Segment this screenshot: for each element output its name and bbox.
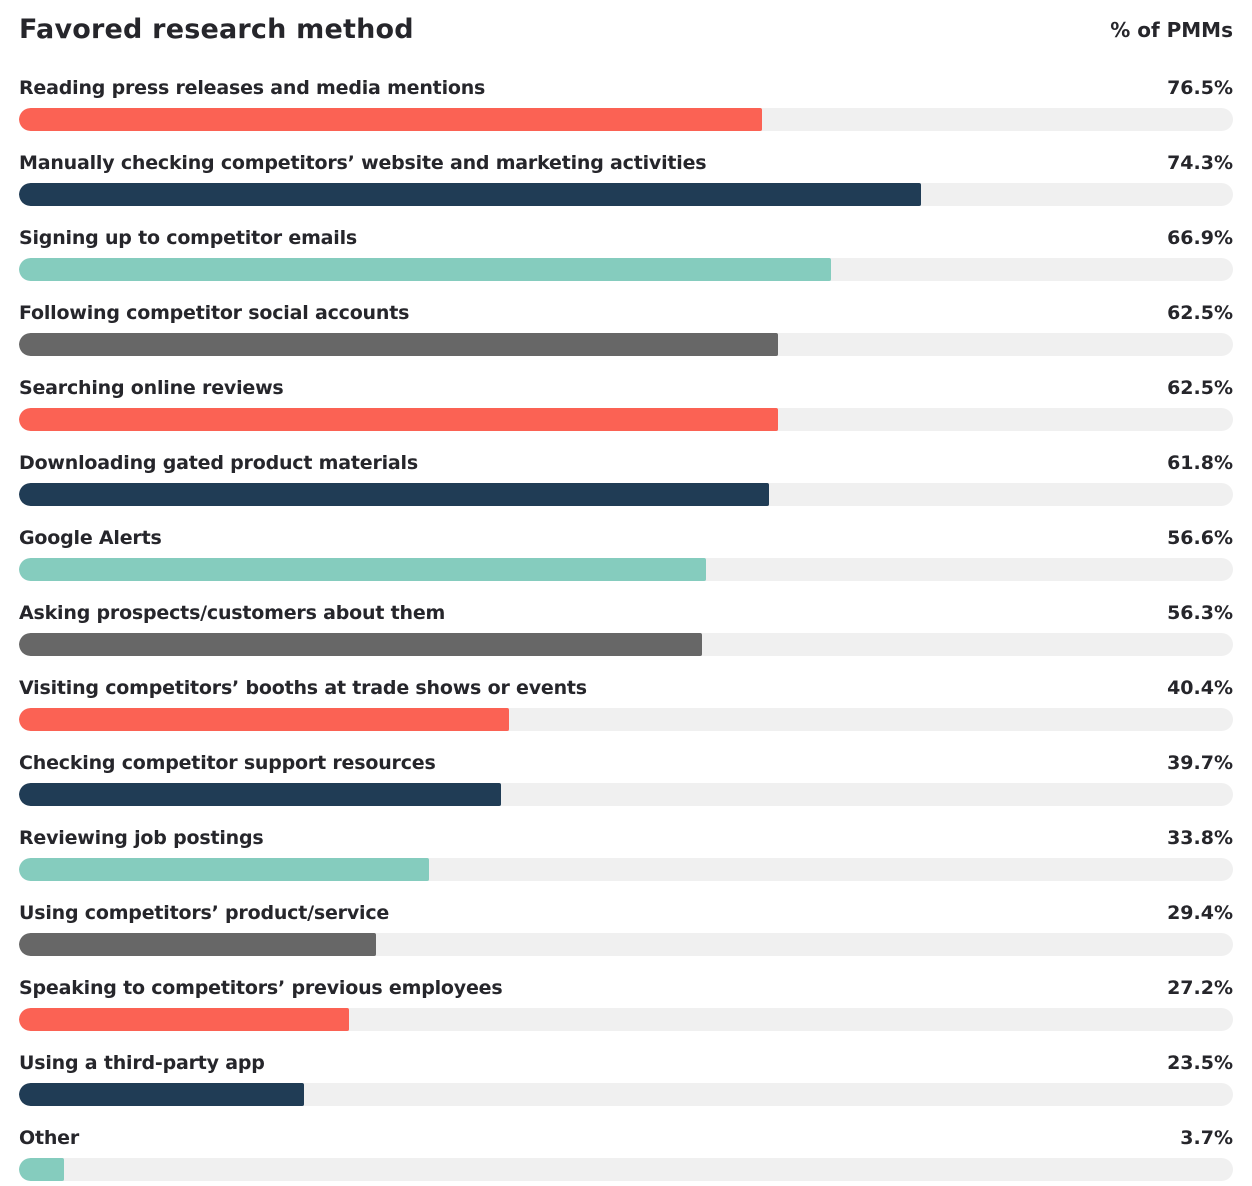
bar-track — [19, 783, 1233, 807]
bar-category-label: Searching online reviews — [19, 377, 284, 400]
bar-fill — [19, 1008, 350, 1032]
bar-value-label: 39.7% — [1167, 752, 1233, 775]
bar-fill — [19, 783, 501, 807]
bar-label-line: Google Alerts 56.6% — [19, 526, 1233, 550]
bar-category-label: Google Alerts — [19, 527, 162, 550]
bar-value-label: 3.7% — [1180, 1127, 1233, 1150]
bar-row: Using a third-party app 23.5% — [19, 1051, 1233, 1107]
bar-value-label: 33.8% — [1167, 827, 1233, 850]
bar-row: Searching online reviews 62.5% — [19, 376, 1233, 432]
unit-label: % of PMMs — [1110, 18, 1233, 42]
bar-value-label: 62.5% — [1167, 302, 1233, 325]
bar-value-label: 66.9% — [1167, 227, 1233, 250]
bar-track — [19, 1083, 1233, 1107]
bar-value-label: 40.4% — [1167, 677, 1233, 700]
bar-value-label: 27.2% — [1167, 977, 1233, 1000]
bar-row: Downloading gated product materials 61.8… — [19, 451, 1233, 507]
bar-row: Other 3.7% — [19, 1126, 1233, 1182]
bar-track — [19, 1008, 1233, 1032]
bar-track — [19, 933, 1233, 957]
bar-fill — [19, 108, 762, 132]
bar-value-label: 29.4% — [1167, 902, 1233, 925]
bar-label-line: Signing up to competitor emails 66.9% — [19, 226, 1233, 250]
bar-fill — [19, 933, 376, 957]
bar-track — [19, 633, 1233, 657]
bar-rows: Reading press releases and media mention… — [19, 76, 1233, 1182]
bar-category-label: Downloading gated product materials — [19, 452, 418, 475]
bar-fill — [19, 483, 770, 507]
bar-category-label: Following competitor social accounts — [19, 302, 410, 325]
bar-category-label: Speaking to competitors’ previous employ… — [19, 977, 503, 1000]
bar-row: Asking prospects/customers about them 56… — [19, 601, 1233, 657]
bar-row: Signing up to competitor emails 66.9% — [19, 226, 1233, 282]
bar-track — [19, 333, 1233, 357]
bar-label-line: Asking prospects/customers about them 56… — [19, 601, 1233, 625]
bar-value-label: 61.8% — [1167, 452, 1233, 475]
bar-track — [19, 858, 1233, 882]
bar-category-label: Reading press releases and media mention… — [19, 77, 486, 100]
bar-value-label: 23.5% — [1167, 1052, 1233, 1075]
bar-fill — [19, 408, 778, 432]
bar-category-label: Visiting competitors’ booths at trade sh… — [19, 677, 587, 700]
bar-label-line: Downloading gated product materials 61.8… — [19, 451, 1233, 475]
bar-category-label: Manually checking competitors’ website a… — [19, 152, 707, 175]
bar-category-label: Other — [19, 1127, 80, 1150]
bar-value-label: 56.3% — [1167, 602, 1233, 625]
bar-category-label: Using competitors’ product/service — [19, 902, 390, 925]
bar-track — [19, 558, 1233, 582]
bar-value-label: 74.3% — [1167, 152, 1233, 175]
bar-category-label: Using a third-party app — [19, 1052, 265, 1075]
bar-track — [19, 483, 1233, 507]
bar-value-label: 76.5% — [1167, 77, 1233, 100]
bar-track — [19, 258, 1233, 282]
bar-label-line: Using a third-party app 23.5% — [19, 1051, 1233, 1075]
bar-category-label: Signing up to competitor emails — [19, 227, 358, 250]
bar-fill — [19, 1083, 305, 1107]
bar-row: Google Alerts 56.6% — [19, 526, 1233, 582]
bar-category-label: Reviewing job postings — [19, 827, 264, 850]
bar-row: Reviewing job postings 33.8% — [19, 826, 1233, 882]
chart-header: Favored research method % of PMMs — [19, 14, 1233, 46]
bar-label-line: Searching online reviews 62.5% — [19, 376, 1233, 400]
bar-row: Manually checking competitors’ website a… — [19, 151, 1233, 207]
bar-category-label: Checking competitor support resources — [19, 752, 436, 775]
bar-track — [19, 708, 1233, 732]
bar-label-line: Reviewing job postings 33.8% — [19, 826, 1233, 850]
bar-value-label: 56.6% — [1167, 527, 1233, 550]
bar-fill — [19, 633, 703, 657]
bar-row: Speaking to competitors’ previous employ… — [19, 976, 1233, 1032]
bar-fill — [19, 258, 832, 282]
bar-row: Reading press releases and media mention… — [19, 76, 1233, 132]
chart-title: Favored research method — [19, 14, 414, 45]
bar-label-line: Manually checking competitors’ website a… — [19, 151, 1233, 175]
bar-row: Following competitor social accounts 62.… — [19, 301, 1233, 357]
bar-label-line: Reading press releases and media mention… — [19, 76, 1233, 100]
bar-fill — [19, 183, 921, 207]
bar-label-line: Checking competitor support resources 39… — [19, 751, 1233, 775]
bar-fill — [19, 333, 778, 357]
bar-fill — [19, 708, 510, 732]
bar-row: Using competitors’ product/service 29.4% — [19, 901, 1233, 957]
bar-label-line: Other 3.7% — [19, 1126, 1233, 1150]
bar-fill — [19, 858, 430, 882]
bar-row: Visiting competitors’ booths at trade sh… — [19, 676, 1233, 732]
bar-track — [19, 183, 1233, 207]
bar-track — [19, 1158, 1233, 1182]
bar-track — [19, 108, 1233, 132]
bar-label-line: Visiting competitors’ booths at trade sh… — [19, 676, 1233, 700]
bar-label-line: Following competitor social accounts 62.… — [19, 301, 1233, 325]
bar-category-label: Asking prospects/customers about them — [19, 602, 446, 625]
bar-row: Checking competitor support resources 39… — [19, 751, 1233, 807]
bar-fill — [19, 558, 707, 582]
bar-label-line: Speaking to competitors’ previous employ… — [19, 976, 1233, 1000]
bar-label-line: Using competitors’ product/service 29.4% — [19, 901, 1233, 925]
bar-value-label: 62.5% — [1167, 377, 1233, 400]
bar-track — [19, 408, 1233, 432]
bar-fill — [19, 1158, 64, 1182]
